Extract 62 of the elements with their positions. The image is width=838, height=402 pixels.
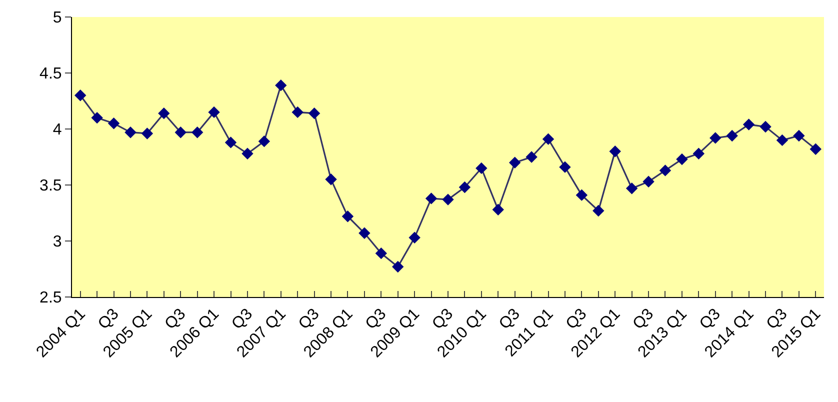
point <box>292 106 304 118</box>
point <box>458 181 471 194</box>
point <box>124 126 136 138</box>
point <box>408 232 420 244</box>
point <box>91 112 103 124</box>
y-tick-label: 4.5 <box>40 66 62 83</box>
point <box>108 118 120 130</box>
point <box>793 130 805 142</box>
point <box>308 107 320 120</box>
point <box>392 260 404 273</box>
x-tick-label: Q3 <box>95 306 122 333</box>
y-tick-label: 2.5 <box>40 290 62 307</box>
point <box>442 194 454 206</box>
x-tick-label: Q3 <box>429 306 457 333</box>
x-tick-label: Q3 <box>496 306 524 333</box>
point <box>358 227 370 240</box>
point <box>710 132 722 144</box>
point <box>158 107 170 120</box>
point <box>526 151 538 163</box>
point <box>174 126 186 138</box>
point <box>476 162 488 174</box>
point <box>224 136 237 148</box>
x-tick-label: Q3 <box>630 306 658 333</box>
point <box>592 204 604 217</box>
point <box>810 143 822 156</box>
point <box>191 126 204 138</box>
point <box>609 146 621 158</box>
x-tick-label: Q3 <box>296 306 323 333</box>
point <box>242 148 254 160</box>
point <box>776 134 788 146</box>
point <box>676 153 688 166</box>
point <box>726 130 738 142</box>
y-tick-label: 3.5 <box>40 178 62 195</box>
point <box>425 192 438 204</box>
point <box>141 128 154 140</box>
point <box>576 189 588 201</box>
y-tick-label: 3 <box>52 234 62 251</box>
point <box>492 204 504 216</box>
x-tick-label: Q3 <box>764 306 791 333</box>
point <box>342 210 354 222</box>
point <box>542 133 554 145</box>
x-tick-label: Q3 <box>563 306 590 333</box>
point <box>559 161 571 173</box>
x-tick-label: Q3 <box>696 306 724 333</box>
point <box>208 106 220 118</box>
x-tick-label: Q3 <box>362 306 390 333</box>
point <box>74 90 86 102</box>
point <box>742 118 755 130</box>
point <box>659 164 672 176</box>
point <box>275 79 287 92</box>
point <box>642 176 654 188</box>
point <box>692 148 705 160</box>
point <box>258 135 270 148</box>
point <box>626 182 638 194</box>
point <box>325 174 337 186</box>
x-tick-label: Q3 <box>228 306 256 333</box>
point <box>375 247 388 260</box>
y-tick-label: 4 <box>52 122 62 139</box>
x-tick-label: Q3 <box>162 306 190 333</box>
point <box>760 120 772 133</box>
y-tick-label: 5 <box>52 10 62 27</box>
point <box>508 156 521 168</box>
